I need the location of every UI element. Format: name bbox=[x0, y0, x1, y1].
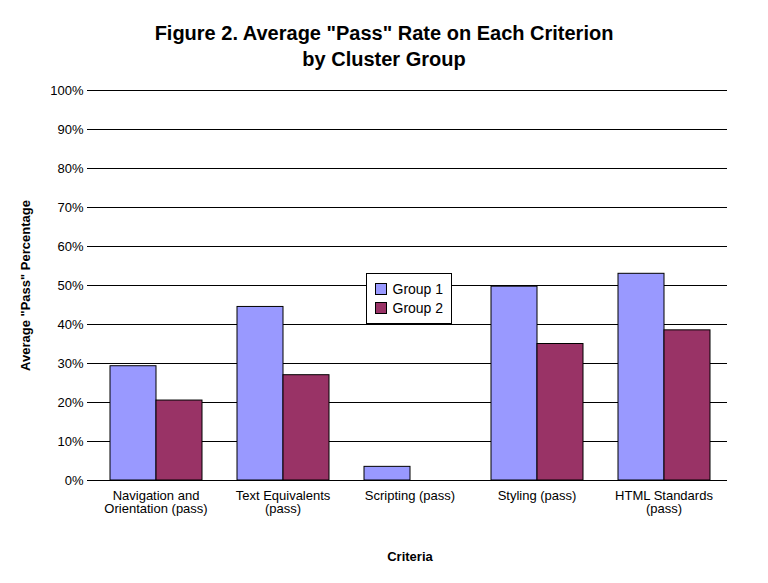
svg-text:80%: 80% bbox=[57, 161, 83, 176]
html-text:Figure 2. Average "Pass" Rate: Figure 2. Average "Pass" Rate on Each Cr… bbox=[154, 22, 614, 70]
svg-text:30%: 30% bbox=[57, 356, 83, 371]
html-text:Group 2: Group 2 bbox=[392, 300, 444, 316]
svg-text:Styling (pass): Styling (pass) bbox=[498, 488, 577, 503]
svg-text:60%: 60% bbox=[57, 239, 83, 254]
svg-text:50%: 50% bbox=[57, 278, 83, 293]
svg-text:100%: 100% bbox=[50, 83, 84, 98]
svg-text:HTML Standards(pass): HTML Standards(pass) bbox=[615, 488, 713, 516]
svg-text:40%: 40% bbox=[57, 317, 83, 332]
svg-text:70%: 70% bbox=[57, 200, 83, 215]
svg-text:Scripting (pass): Scripting (pass) bbox=[365, 488, 455, 503]
svg-text:90%: 90% bbox=[57, 122, 83, 137]
svg-text:0%: 0% bbox=[65, 473, 84, 488]
html-text:Group 1: Group 1 bbox=[392, 281, 444, 297]
svg-text:Criteria: Criteria bbox=[387, 549, 433, 564]
svg-text:Navigation andOrientation (pas: Navigation andOrientation (pass) bbox=[104, 488, 207, 516]
svg-text:10%: 10% bbox=[57, 434, 83, 449]
svg-text:Text Equivalents(pass): Text Equivalents(pass) bbox=[236, 488, 331, 516]
svg-text:Average "Pass" Percentage: Average "Pass" Percentage bbox=[18, 200, 33, 371]
svg-text:20%: 20% bbox=[57, 395, 83, 410]
